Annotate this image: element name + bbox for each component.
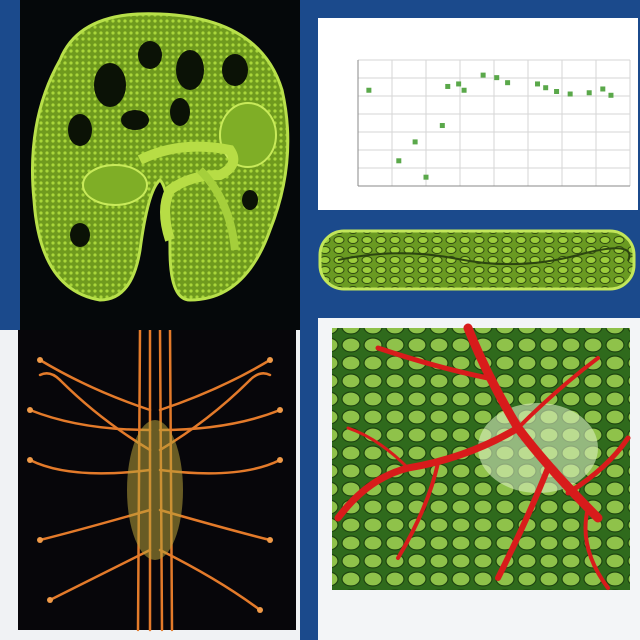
chart-points: [366, 72, 614, 180]
blood-vessels-icon: [332, 323, 631, 590]
data-point: [366, 87, 372, 93]
data-point: [543, 85, 549, 91]
chart-grid: [357, 59, 631, 187]
data-point: [494, 75, 500, 81]
tissue-strip-icon: [318, 229, 636, 291]
data-point: [554, 89, 560, 94]
data-point: [567, 91, 573, 97]
data-point: [505, 80, 511, 86]
tissue-strip-panel: [318, 225, 638, 295]
data-point: [396, 158, 402, 164]
scatter-chart: [357, 59, 631, 187]
kidney-cross-section-icon: [31, 12, 290, 302]
data-point: [480, 72, 486, 78]
data-point: [586, 90, 592, 96]
chart-panel: [318, 18, 638, 210]
data-point: [439, 123, 445, 129]
data-point: [412, 139, 418, 145]
vessel-panel: [318, 318, 640, 640]
data-point: [456, 81, 462, 87]
nerve-fibers-icon: [18, 330, 296, 632]
data-point: [423, 174, 429, 180]
chart-axes: [357, 60, 630, 187]
data-point: [445, 83, 451, 89]
data-point: [600, 86, 606, 92]
nerve-panel: [0, 330, 300, 640]
data-point: [461, 87, 467, 93]
data-point: [535, 81, 541, 87]
kidney-panel: [20, 0, 300, 330]
data-point: [608, 92, 614, 98]
